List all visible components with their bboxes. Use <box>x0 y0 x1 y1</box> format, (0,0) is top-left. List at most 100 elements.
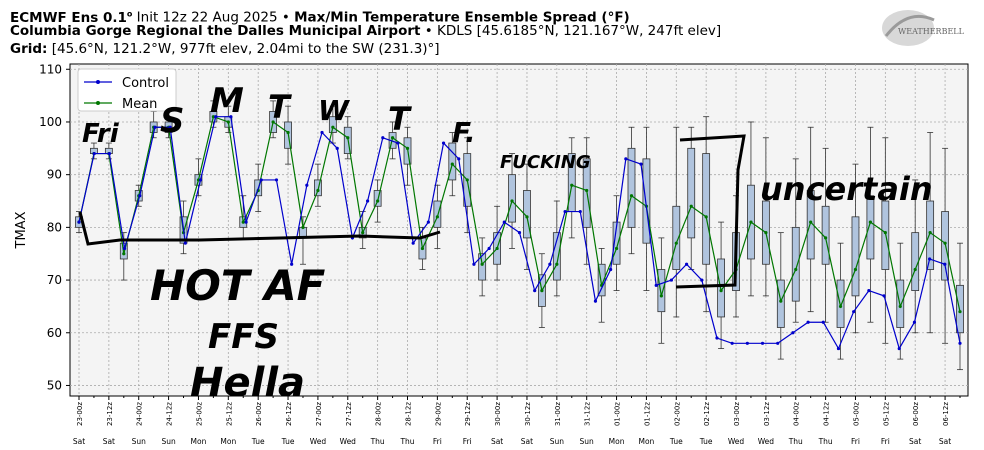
control-point <box>305 183 309 187</box>
product-unit: °F) <box>607 9 630 26</box>
y-tick-label: 50 <box>47 378 62 392</box>
mean-point <box>779 299 783 303</box>
x-day-label: Thu <box>818 437 833 446</box>
x-tick-label: 27-12z <box>345 402 353 426</box>
control-point <box>928 257 932 261</box>
grid-label: Grid: <box>10 41 48 57</box>
control-point <box>214 115 218 119</box>
spread-box <box>821 205 830 265</box>
handwritten-note: Hella <box>190 360 305 406</box>
control-point <box>77 220 81 224</box>
control-point <box>578 209 582 214</box>
x-day-label: Fri <box>851 437 860 446</box>
control-point <box>563 209 567 214</box>
handwritten-note: T <box>268 88 292 126</box>
logo-text: WEATHERBELL <box>898 27 965 36</box>
x-day-label: Sat <box>491 437 503 446</box>
mean-point <box>540 289 544 293</box>
x-tick-label: 31-12z <box>584 402 592 426</box>
mean-point <box>450 162 454 166</box>
location-line: Columbia Gorge Regional the Dalles Munic… <box>10 23 722 39</box>
mean-point <box>704 215 708 219</box>
control-point <box>168 125 172 129</box>
mean-point <box>943 241 947 245</box>
mean-point <box>719 289 723 293</box>
x-day-label: Wed <box>728 437 745 446</box>
x-tick-label: 24-12z <box>166 402 174 426</box>
x-tick-label: 30-12z <box>524 402 532 426</box>
mean-point <box>286 130 290 135</box>
spread-box <box>702 153 711 265</box>
y-tick-label: 100 <box>39 115 62 129</box>
x-day-label: Wed <box>758 437 775 446</box>
mean-point <box>510 199 514 203</box>
x-tick-label: 25-00z <box>195 402 203 426</box>
x-tick-label: 04-00z <box>793 402 801 426</box>
x-tick-label: 26-12z <box>285 402 293 426</box>
control-point <box>821 320 825 324</box>
x-tick-label: 26-00z <box>255 402 263 426</box>
mean-point <box>853 267 858 272</box>
spread-box <box>791 226 800 302</box>
x-day-label: Wed <box>310 437 327 446</box>
mean-point <box>883 231 887 235</box>
handwritten-note: uncertain <box>760 170 933 208</box>
handwritten-note: Fri <box>82 119 120 149</box>
control-point <box>654 283 658 287</box>
x-tick-label: 02-12z <box>703 402 711 426</box>
x-day-label: Sun <box>580 437 595 446</box>
weatherbell-logo: WEATHERBELL <box>882 10 965 46</box>
control-point <box>138 194 142 198</box>
x-day-label: Sat <box>73 437 85 446</box>
x-tick-label: 06-00z <box>912 402 920 426</box>
handwritten-note: HOT AF <box>150 261 326 310</box>
mean-point <box>838 304 843 309</box>
grid-line: Grid: [45.6°N, 121.2°W, 977ft elev, 2.04… <box>10 41 440 58</box>
control-point <box>502 220 506 224</box>
control-point <box>912 320 917 324</box>
mean-point <box>420 246 425 251</box>
mean-point <box>913 267 917 272</box>
x-day-label: Mon <box>220 437 236 446</box>
x-day-label: Sun <box>132 437 147 446</box>
x-tick-label: 03-12z <box>763 402 771 426</box>
control-point <box>198 178 203 182</box>
mean-point <box>868 220 873 224</box>
control-point <box>183 241 187 245</box>
mean-point <box>361 231 365 235</box>
control-point <box>92 151 96 156</box>
control-point <box>639 162 643 166</box>
control-point <box>669 278 673 282</box>
mean-line <box>78 115 961 312</box>
mean-point <box>316 188 320 193</box>
x-tick-label: 29-00z <box>434 402 442 426</box>
control-point <box>244 220 248 224</box>
product-name: Max/Min Temperature Ensemble Spread ( <box>294 9 608 26</box>
control-point <box>806 320 810 324</box>
x-day-label: Sun <box>161 437 176 446</box>
spread-box <box>866 195 875 260</box>
mean-point <box>405 146 410 150</box>
mean-point <box>226 120 230 124</box>
spread-box <box>687 147 696 239</box>
spread-box <box>672 205 681 270</box>
x-tick-label: 28-00z <box>375 402 383 426</box>
spread-box <box>508 174 516 223</box>
control-point <box>229 115 233 119</box>
x-day-label: Sat <box>521 437 533 446</box>
mean-point <box>958 310 962 314</box>
legend-marker <box>96 101 100 105</box>
mean-point <box>525 215 529 219</box>
x-tick-label: 24-00z <box>136 402 144 426</box>
handwritten-bracket <box>675 134 746 289</box>
control-point <box>457 157 461 161</box>
mean-point <box>271 120 275 124</box>
legend-marker <box>96 80 100 84</box>
x-day-label: Mon <box>609 437 625 446</box>
control-point <box>122 246 127 251</box>
mean-point <box>435 215 439 219</box>
plot-area <box>69 63 969 397</box>
control-point <box>533 289 537 293</box>
mean-point <box>614 246 619 251</box>
y-tick-label: 110 <box>39 62 62 76</box>
